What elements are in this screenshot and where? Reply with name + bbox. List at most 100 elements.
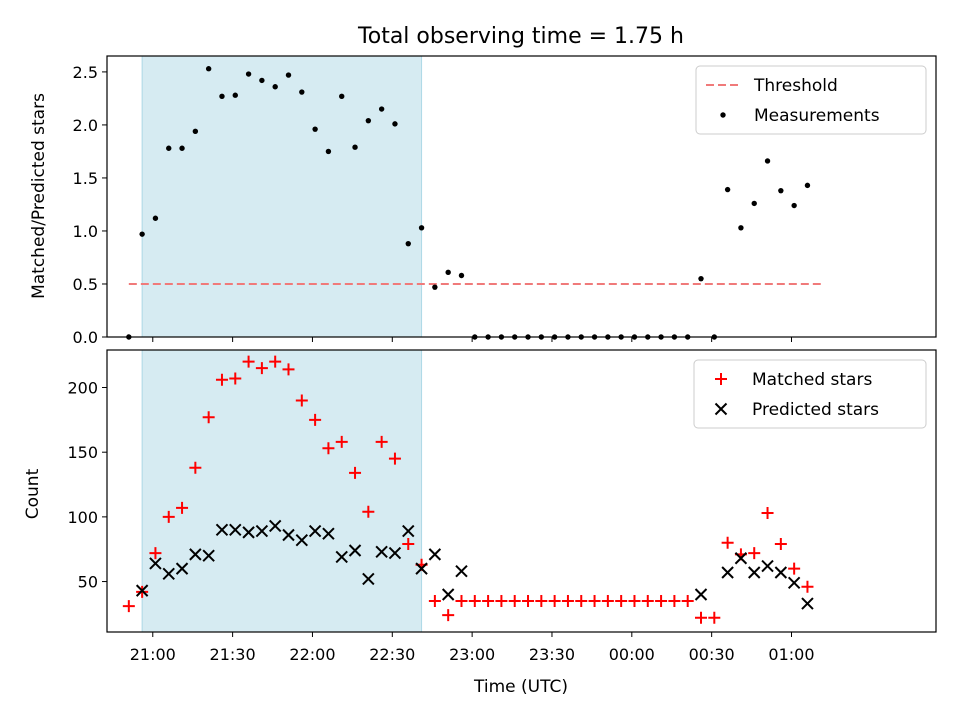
matched-star-point: [335, 435, 348, 448]
matched-star-point: [588, 594, 601, 607]
predicted-star-point: [189, 548, 202, 561]
matched-star-point: [349, 466, 362, 479]
matched-star-point: [655, 594, 668, 607]
predicted-star-point: [149, 557, 162, 570]
matched-star-point: [774, 538, 787, 551]
matched-star-point: [309, 413, 322, 426]
measurement-point: [458, 272, 465, 279]
measurement-point: [219, 93, 225, 99]
measurement-point: [245, 71, 252, 77]
x-axis-label: Time (UTC): [473, 677, 568, 697]
predicted-star-point: [308, 524, 322, 538]
measurement-point: [764, 158, 771, 164]
measurement-point: [139, 231, 145, 237]
measurement-point: [751, 200, 757, 207]
matched-star-point: [628, 594, 641, 607]
y-tick-label: 0.5: [73, 275, 98, 294]
observing-interval-shade: [141, 349, 423, 633]
predicted-star-point: [801, 597, 814, 610]
predicted-star-point: [295, 533, 309, 547]
y-tick-label: 100: [67, 508, 98, 527]
matched-star-point: [482, 594, 495, 607]
x-tick-label: 23:30: [529, 645, 575, 664]
measurement-point: [365, 117, 372, 124]
predicted-star-point: [242, 526, 255, 539]
matched-star-point: [801, 580, 814, 593]
predicted-star-point: [375, 545, 388, 559]
x-tick-label: 01:00: [768, 645, 814, 664]
x-tick-label: 22:30: [369, 645, 415, 664]
matched-star-point: [535, 594, 548, 607]
matched-star-point: [601, 594, 614, 607]
legend-predicted-swatch: [714, 402, 728, 416]
predicted-star-point: [721, 566, 734, 579]
matched-star-point: [189, 461, 202, 474]
matched-star-point: [442, 609, 455, 622]
y-tick-label: 1.5: [73, 169, 98, 188]
x-tick-label: 00:30: [689, 645, 735, 664]
measurement-point: [445, 269, 451, 276]
ratio-panel: 0.0 0.5 1.0 1.5 2.0 2.5 Threshold Measurements: [73, 55, 937, 347]
predicted-star-point: [162, 567, 175, 580]
measurement-point: [405, 240, 411, 247]
predicted-star-point: [761, 559, 774, 573]
y-tick-label: 2.5: [73, 63, 98, 82]
predicted-star-point: [694, 588, 708, 601]
predicted-star-point: [229, 523, 242, 537]
measurement-point: [272, 84, 278, 90]
measurement-point: [166, 145, 172, 151]
predicted-star-point: [402, 524, 415, 538]
y-tick-label: 0.0: [73, 328, 98, 347]
legend: Threshold Measurements: [695, 65, 927, 135]
predicted-star-point: [215, 523, 229, 537]
predicted-star-point: [282, 528, 295, 542]
measurement-point: [432, 284, 438, 290]
figure-title: Total observing time = 1.75 h: [357, 24, 684, 49]
predicted-star-point: [335, 550, 348, 564]
matched-star-point: [295, 394, 308, 407]
matched-star-point: [402, 538, 415, 551]
matched-star-point: [255, 362, 268, 375]
measurement-point: [339, 93, 345, 99]
legend-label: Measurements: [754, 106, 880, 126]
measurement-point: [738, 225, 744, 231]
matched-star-point: [229, 372, 242, 385]
matched-star-point: [721, 536, 734, 549]
measurement-point: [724, 186, 731, 193]
matched-star-point: [468, 594, 481, 607]
predicted-star-point: [348, 544, 362, 557]
measurement-point: [418, 225, 425, 231]
observing-interval-shade: [141, 55, 423, 338]
matched-star-point: [681, 594, 694, 607]
measurement-point: [179, 145, 185, 151]
matched-star-point: [428, 594, 441, 607]
y-tick-label: 1.0: [73, 222, 98, 241]
measurement-point: [791, 202, 797, 209]
legend-label: Predicted stars: [752, 400, 879, 420]
matched-star-point: [748, 547, 761, 560]
matched-star-point: [122, 600, 135, 613]
matched-star-point: [761, 506, 774, 519]
matched-star-point: [202, 411, 215, 424]
y-tick-label: 150: [67, 443, 98, 462]
predicted-star-point: [734, 552, 748, 565]
matched-star-point: [548, 594, 561, 607]
legend: Matched stars Predicted stars: [693, 359, 927, 429]
legend-label: Threshold: [753, 76, 838, 96]
predicted-star-point: [428, 548, 442, 561]
matched-star-point: [149, 547, 162, 560]
measurement-point: [285, 72, 292, 78]
measurement-point: [352, 144, 358, 150]
x-tick-label: 21:00: [130, 645, 176, 664]
predicted-star-point: [255, 524, 269, 538]
measurement-point: [299, 89, 305, 95]
matched-star-point: [522, 594, 535, 607]
matched-star-point: [375, 435, 388, 448]
legend-box: [693, 359, 927, 429]
y-tick-label: 200: [67, 379, 98, 398]
measurement-point: [698, 275, 704, 282]
predicted-star-point: [748, 566, 761, 579]
matched-star-point: [668, 594, 681, 607]
predicted-star-point: [787, 576, 801, 590]
